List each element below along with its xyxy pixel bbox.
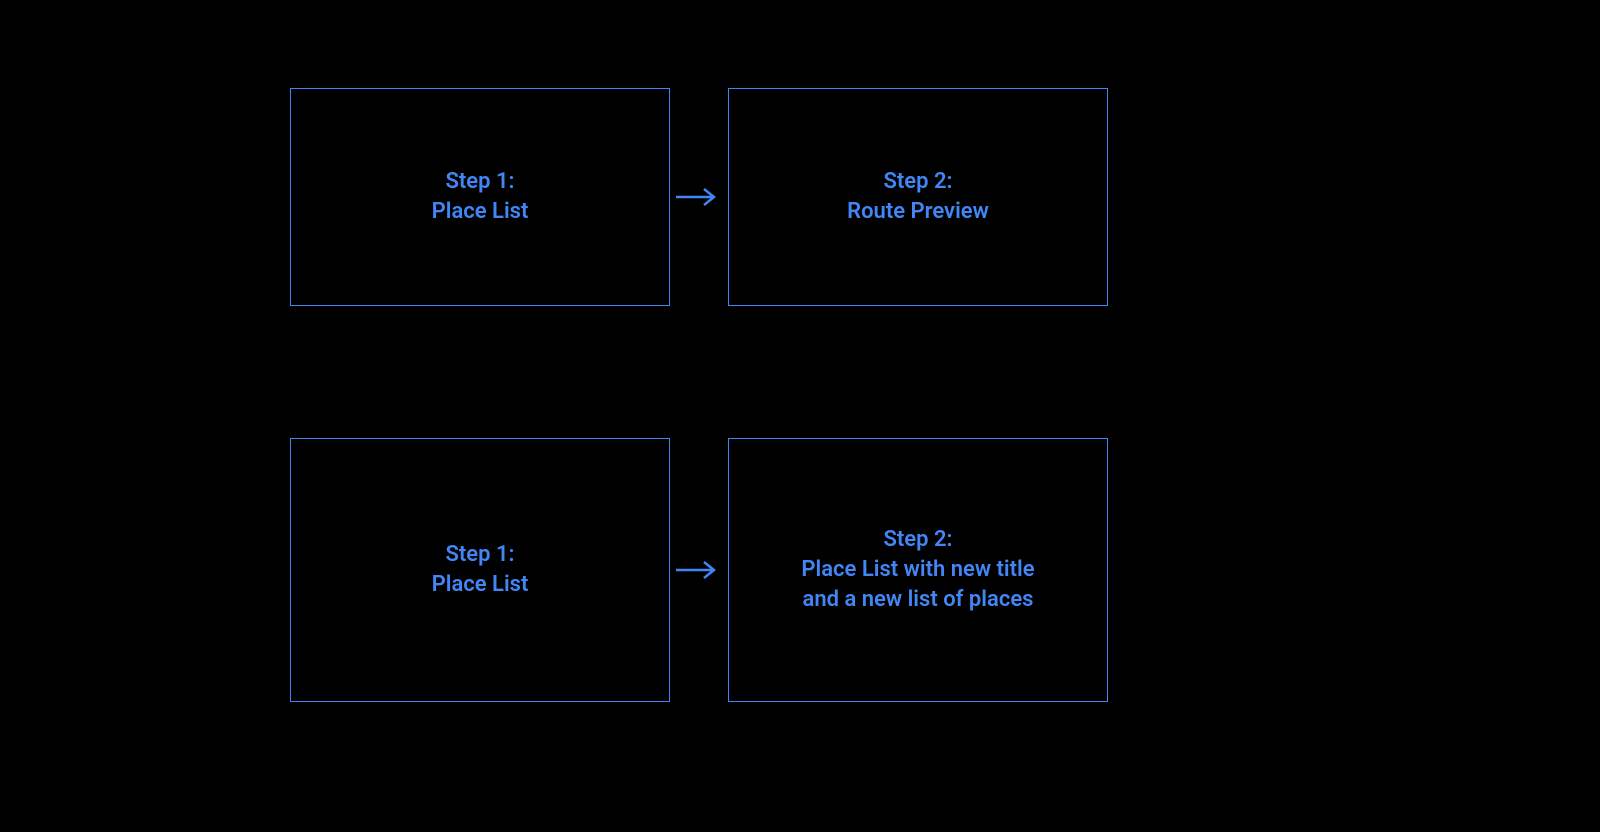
step-title: Place List: [432, 197, 529, 227]
step-label: Step 2:: [847, 167, 989, 197]
arrow-right-icon: [670, 185, 728, 209]
flowchart-diagram: Step 1: Place List Step 2: Route Preview…: [0, 0, 1600, 832]
step-label: Step 1:: [432, 540, 529, 570]
step-title: Route Preview: [847, 197, 989, 227]
flow-box-content: Step 1: Place List: [412, 167, 549, 226]
flow-box-step2-row1: Step 2: Route Preview: [728, 88, 1108, 306]
flow-box-content: Step 2: Place List with new title and a …: [763, 525, 1073, 614]
step-title: Place List with new title and a new list…: [783, 555, 1053, 614]
flow-row-1: Step 1: Place List Step 2: Route Preview: [290, 88, 1108, 306]
flow-box-step1-row2: Step 1: Place List: [290, 438, 670, 702]
step-label: Step 1:: [432, 167, 529, 197]
arrow-right-icon: [670, 558, 728, 582]
flow-box-step2-row2: Step 2: Place List with new title and a …: [728, 438, 1108, 702]
step-title: Place List: [432, 570, 529, 600]
step-label: Step 2:: [783, 525, 1053, 555]
flow-box-content: Step 1: Place List: [412, 540, 549, 599]
flow-row-2: Step 1: Place List Step 2: Place List wi…: [290, 438, 1108, 702]
flow-box-content: Step 2: Route Preview: [827, 167, 1009, 226]
flow-box-step1-row1: Step 1: Place List: [290, 88, 670, 306]
